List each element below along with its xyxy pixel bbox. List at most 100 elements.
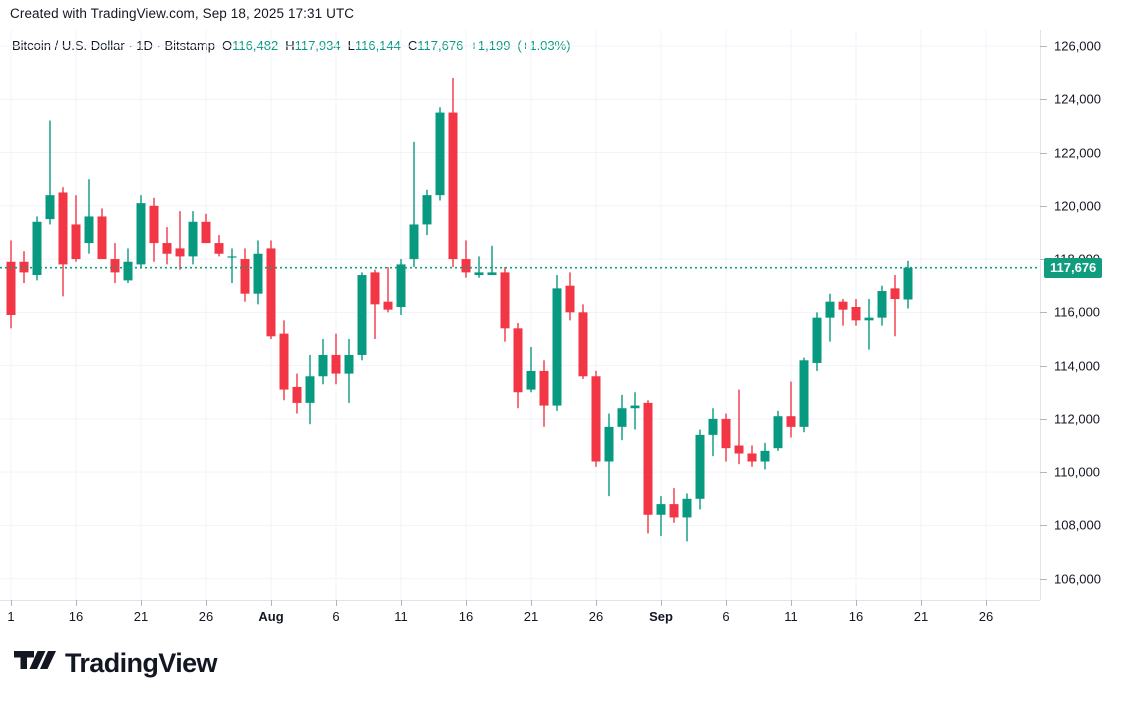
price-axis-tick-mark: [1040, 472, 1047, 474]
candle-body: [331, 354, 341, 374]
candlestick: [747, 445, 757, 467]
candlestick: [370, 269, 380, 339]
price-axis-tick: 114,000: [1054, 358, 1101, 374]
candlestick: [682, 493, 692, 542]
price-axis-tick: 108,000: [1054, 517, 1101, 533]
candle-body: [253, 253, 263, 294]
candle-body: [617, 408, 627, 427]
candlestick: [58, 187, 68, 297]
price-axis[interactable]: 126,000124,000122,000120,000118,000116,0…: [1040, 30, 1123, 600]
time-axis-tick-mark: [791, 600, 792, 606]
candlestick: [110, 243, 120, 284]
candle-body: [838, 301, 848, 310]
candle-body: [58, 192, 68, 265]
candle-body: [396, 264, 406, 308]
candlestick: [84, 179, 94, 254]
candle-body: [630, 405, 640, 409]
candle-body: [240, 259, 250, 294]
time-axis-tick: 16: [458, 609, 474, 624]
candle-body: [435, 112, 445, 196]
candlestick: [149, 197, 159, 262]
candlestick: [305, 354, 315, 425]
candlestick: [877, 285, 887, 326]
price-axis-tick-mark: [1040, 418, 1047, 420]
candle-body: [721, 418, 731, 449]
candlestick: [708, 408, 718, 457]
time-axis-tick: 21: [133, 609, 149, 624]
candlestick-plot[interactable]: [0, 30, 1040, 600]
candlestick: [357, 272, 367, 361]
time-axis-tick-mark: [11, 600, 12, 606]
candle-body: [370, 272, 380, 305]
candlestick: [6, 240, 16, 329]
candle-body: [799, 360, 809, 427]
candlestick: [240, 248, 250, 302]
price-axis-tick-mark: [1040, 205, 1047, 207]
candle-body: [903, 267, 913, 300]
time-axis-tick: 26: [588, 609, 604, 624]
candlestick: [890, 275, 900, 337]
candle-body: [786, 416, 796, 427]
candlestick: [136, 195, 146, 268]
time-axis-tick: 26: [198, 609, 214, 624]
candle-body: [500, 272, 510, 329]
time-axis-tick-mark: [141, 600, 142, 606]
candlestick: [760, 442, 770, 470]
candle-body: [812, 317, 822, 363]
candlestick: [630, 392, 640, 430]
time-axis-tick-mark: [661, 600, 662, 606]
candle-body: [71, 224, 81, 260]
candlestick: [123, 248, 133, 284]
candlestick: [591, 370, 601, 467]
candle-body: [474, 272, 484, 276]
candle-body: [773, 416, 783, 449]
time-axis-tick-mark: [986, 600, 987, 606]
candle-body: [201, 221, 211, 244]
time-axis-tick-mark: [401, 600, 402, 606]
candle-body: [162, 243, 172, 254]
time-axis-tick-mark: [336, 600, 337, 606]
candlestick: [864, 299, 874, 350]
candle-body: [45, 195, 55, 220]
price-axis-tick-mark: [1040, 45, 1047, 47]
candlestick: [435, 107, 445, 201]
candle-body: [97, 216, 107, 260]
candle-body: [266, 248, 276, 337]
time-axis-tick: Aug: [258, 609, 284, 624]
candle-body: [825, 301, 835, 318]
candlestick: [279, 320, 289, 401]
candlestick: [643, 400, 653, 534]
candle-body: [643, 402, 653, 515]
candlestick: [526, 346, 536, 393]
candle-body: [123, 261, 133, 281]
candle-body: [19, 261, 29, 273]
candle-body: [279, 333, 289, 390]
time-axis-tick: 16: [848, 609, 864, 624]
candlestick: [266, 240, 276, 339]
time-axis[interactable]: 1 16 21 26 Aug 6 11 16 21 26 Sep 6 11 16 21 26: [0, 600, 1040, 632]
candlestick: [734, 389, 744, 465]
candle-body: [6, 261, 16, 315]
candle-body: [552, 288, 562, 406]
candle-body: [357, 275, 367, 355]
candle-body: [890, 288, 900, 300]
candlestick: [253, 240, 263, 305]
candle-body: [448, 112, 458, 260]
candlestick: [19, 251, 29, 284]
price-axis-tick-mark: [1040, 99, 1047, 101]
time-axis-tick-mark: [726, 600, 727, 606]
time-axis-tick-mark: [206, 600, 207, 606]
time-axis-tick-mark: [466, 600, 467, 606]
candle-body: [734, 445, 744, 454]
candle-body: [292, 386, 302, 403]
price-axis-tick: 110,000: [1054, 464, 1101, 480]
candle-body: [669, 504, 679, 518]
time-axis-tick-mark: [921, 600, 922, 606]
candlestick: [773, 410, 783, 451]
candle-body: [422, 195, 432, 225]
candle-body: [383, 301, 393, 310]
candle-body: [84, 216, 94, 244]
candlestick: [214, 235, 224, 257]
candlestick: [331, 333, 341, 385]
price-axis-tick-mark: [1040, 259, 1047, 261]
